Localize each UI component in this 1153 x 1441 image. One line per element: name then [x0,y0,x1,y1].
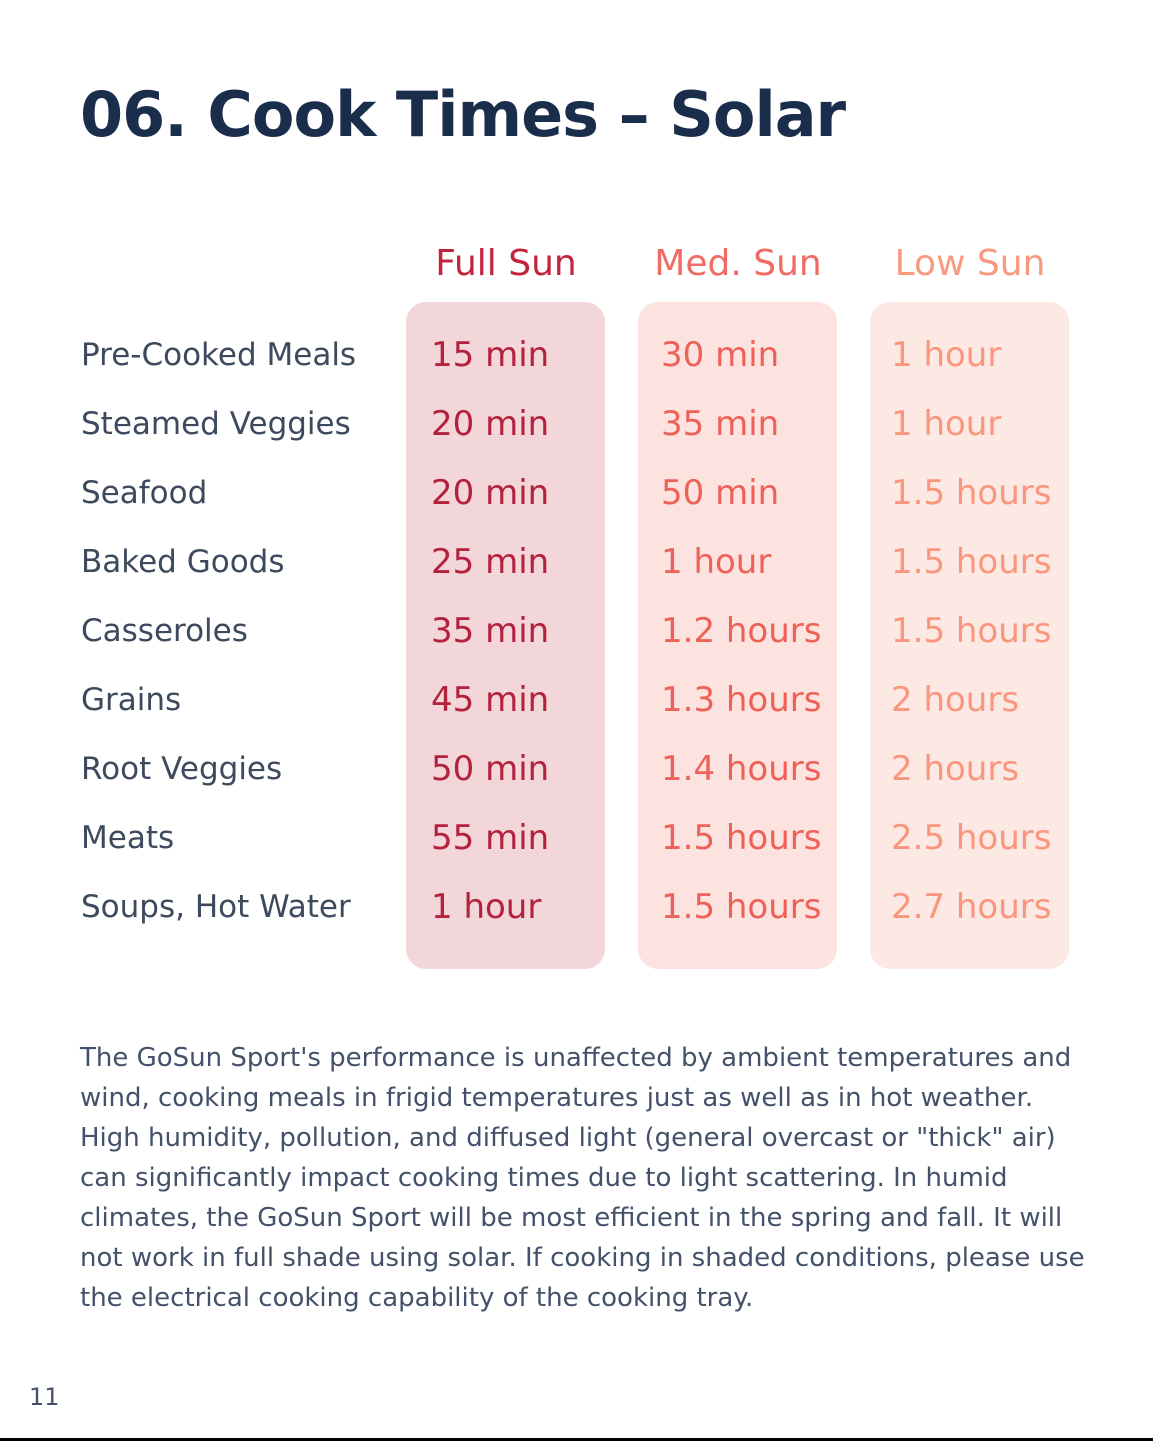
med-sun-time: 1.2 hours [661,611,822,651]
low-sun-time: 2 hours [891,680,1020,720]
full-sun-time: 15 min [431,335,550,375]
med-sun-time: 50 min [661,473,780,513]
full-sun-time: 45 min [431,680,550,720]
low-sun-time: 1.5 hours [891,473,1052,513]
food-label: Meats [81,820,175,856]
low-sun-header: Low Sun [894,243,1046,284]
food-label: Grains [81,682,182,718]
med-sun-time: 1 hour [661,542,772,582]
page-number: 11 [29,1383,60,1411]
full-sun-time: 25 min [431,542,550,582]
table-row: Steamed Veggies 20 min 35 min 1 hour [0,390,1153,459]
description-paragraph: The GoSun Sport's performance is unaffec… [80,1043,1085,1313]
med-sun-column-background [638,302,837,969]
table-row: Root Veggies 50 min 1.4 hours 2 hours [0,735,1153,804]
page-title: 06. Cook Times – Solar [80,78,846,151]
table-row: Seafood 20 min 50 min 1.5 hours [0,459,1153,528]
med-sun-time: 30 min [661,335,780,375]
food-label: Root Veggies [81,751,283,787]
low-sun-time: 2.5 hours [891,818,1052,858]
med-sun-time: 1.5 hours [661,818,822,858]
table-row: Grains 45 min 1.3 hours 2 hours [0,666,1153,735]
table-row: Soups, Hot Water 1 hour 1.5 hours 2.7 ho… [0,873,1153,942]
med-sun-time: 35 min [661,404,780,444]
food-label: Casseroles [81,613,248,649]
full-sun-time: 55 min [431,818,550,858]
full-sun-time: 50 min [431,749,550,789]
low-sun-time: 2 hours [891,749,1020,789]
low-sun-time: 1 hour [891,404,1002,444]
low-sun-time: 1.5 hours [891,611,1052,651]
table-row: Casseroles 35 min 1.2 hours 1.5 hours [0,597,1153,666]
full-sun-time: 20 min [431,404,550,444]
full-sun-time: 1 hour [431,887,542,927]
med-sun-time: 1.4 hours [661,749,822,789]
food-label: Baked Goods [81,544,285,580]
table-row: Meats 55 min 1.5 hours 2.5 hours [0,804,1153,873]
med-sun-header: Med. Sun [654,243,822,284]
med-sun-time: 1.3 hours [661,680,822,720]
full-sun-time: 35 min [431,611,550,651]
low-sun-time: 2.7 hours [891,887,1052,927]
low-sun-time: 1 hour [891,335,1002,375]
full-sun-header: Full Sun [435,243,577,284]
food-label: Pre-Cooked Meals [81,337,357,373]
full-sun-column-background [406,302,605,969]
bottom-divider [0,1438,1153,1441]
full-sun-time: 20 min [431,473,550,513]
low-sun-column-background [870,302,1069,969]
table-row: Baked Goods 25 min 1 hour 1.5 hours [0,528,1153,597]
low-sun-time: 1.5 hours [891,542,1052,582]
food-label: Seafood [81,475,208,511]
food-label: Steamed Veggies [81,406,351,442]
table-row: Pre-Cooked Meals 15 min 30 min 1 hour [0,321,1153,390]
med-sun-time: 1.5 hours [661,887,822,927]
food-label: Soups, Hot Water [81,889,351,925]
